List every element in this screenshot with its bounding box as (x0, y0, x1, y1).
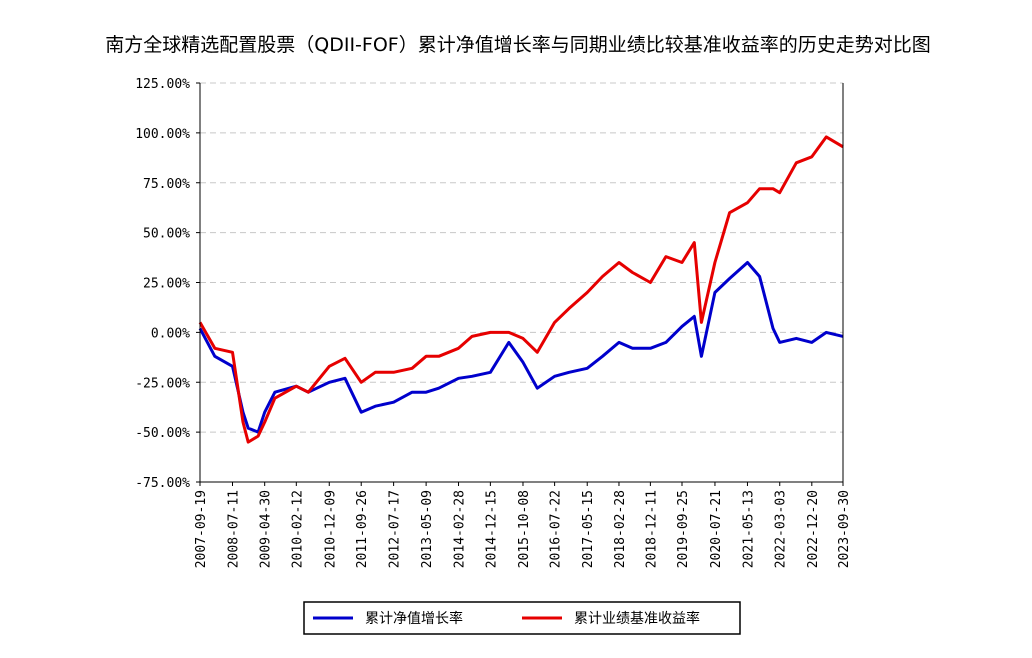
y-axis: 125.00% 100.00% 75.00% 50.00% 25.00% 0.00% -25… (135, 77, 200, 491)
y-tick-label: 100.00% (135, 127, 190, 142)
legend-label-nav: 累计净值增长率 (365, 610, 463, 627)
x-tick-label: 2023-09-30 (837, 490, 852, 568)
y-tick-label: -50.00% (135, 426, 190, 441)
y-tick-label: 50.00% (143, 227, 190, 242)
y-tick-label: 75.00% (143, 177, 190, 192)
y-tick-label: -25.00% (135, 376, 190, 391)
x-tick-label: 2018-12-11 (644, 490, 659, 568)
x-tick-label: 2019-09-25 (676, 490, 691, 568)
x-tick-label: 2013-05-09 (420, 490, 435, 568)
x-tick-label: 2021-05-13 (741, 490, 756, 568)
x-tick-label: 2011-09-26 (355, 490, 370, 568)
x-tick-label: 2008-07-11 (227, 490, 242, 568)
legend-label-benchmark: 累计业绩基准收益率 (574, 610, 700, 627)
y-tick-label: -75.00% (135, 476, 190, 491)
x-tick-label: 2020-07-21 (709, 490, 724, 568)
x-tick-label: 2007-09-19 (194, 490, 209, 568)
y-tick-label: 0.00% (151, 326, 190, 341)
chart-title: 南方全球精选配置股票（QDII-FOF）累计净值增长率与同期业绩比较基准收益率的… (105, 34, 930, 56)
x-tick-label: 2012-07-17 (388, 490, 403, 568)
x-tick-label: 2010-12-09 (323, 490, 338, 568)
series-line-0 (198, 261, 844, 434)
x-tick-label: 2010-02-12 (290, 490, 305, 568)
x-tick-label: 2015-10-08 (517, 490, 532, 568)
x-tick-label: 2014-12-15 (484, 490, 499, 568)
x-tick-label: 2016-07-22 (549, 490, 564, 568)
x-axis: 2007-09-19 2008-07-11 2009-04-30 2010-02-12… (194, 482, 852, 568)
plot-frame (199, 83, 844, 483)
y-tick-label: 125.00% (135, 77, 190, 92)
gridlines (200, 82, 843, 483)
series-line-1 (198, 135, 844, 444)
y-tick-label: 25.00% (143, 277, 190, 292)
x-tick-label: 2018-02-28 (613, 490, 628, 568)
x-tick-label: 2009-04-30 (259, 490, 274, 568)
x-tick-label: 2022-03-03 (774, 490, 789, 568)
legend: 累计净值增长率 累计业绩基准收益率 (303, 601, 741, 635)
x-tick-label: 2022-12-20 (806, 490, 821, 568)
series-lines (198, 135, 844, 444)
x-tick-label: 2017-05-15 (581, 490, 596, 568)
x-tick-label: 2014-02-28 (453, 490, 468, 568)
legend-box (303, 601, 741, 635)
